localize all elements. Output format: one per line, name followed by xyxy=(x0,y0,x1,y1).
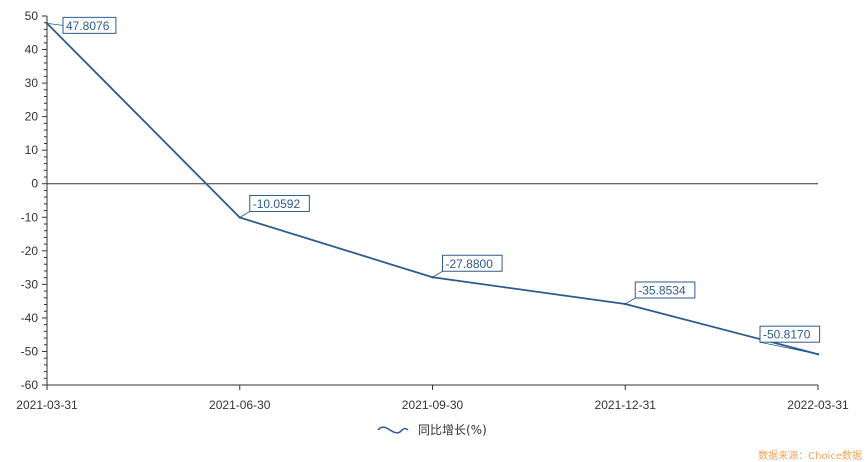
x-tick-label: 2021-09-30 xyxy=(402,398,464,412)
y-tick-label: 20 xyxy=(25,110,39,124)
data-label: -35.8534 xyxy=(638,283,686,297)
data-label-box xyxy=(634,281,696,299)
label-leader-line xyxy=(625,297,636,305)
source-note: 数据来源：Choice数据 xyxy=(758,449,862,462)
data-label-box xyxy=(62,16,117,34)
y-axis: 50 40 30 20 10 0 -10 -20 -30 -40 -50 -60 xyxy=(21,9,818,392)
y-tick-label: -30 xyxy=(21,277,39,291)
y-tick-label: 0 xyxy=(31,177,38,191)
x-tick-label: 2021-06-30 xyxy=(209,398,271,412)
y-tick-label: -40 xyxy=(21,311,39,325)
series-polyline xyxy=(46,22,819,356)
y-tick-label: -10 xyxy=(21,210,39,224)
data-label-box xyxy=(442,254,503,272)
data-label: -10.0592 xyxy=(253,197,301,211)
x-tick-label: 2021-12-31 xyxy=(595,398,657,412)
data-label: -50.8170 xyxy=(763,328,811,342)
label-leader-line xyxy=(432,270,443,278)
data-labels: 47.8076 -10.0592 -27.8800 -35.8534 -50.8170 xyxy=(46,16,821,355)
y-tick-label: 10 xyxy=(25,143,39,157)
data-label-box xyxy=(759,325,821,343)
y-tick-label: -60 xyxy=(21,378,39,392)
data-label: 47.8076 xyxy=(66,19,110,33)
y-tick-label: -50 xyxy=(21,344,39,358)
x-tick-label: 2021-03-31 xyxy=(16,398,78,412)
data-label: -27.8800 xyxy=(446,257,494,271)
label-leader-line xyxy=(759,341,819,355)
legend-line-icon xyxy=(377,426,409,434)
data-label-box xyxy=(249,194,310,212)
series-line xyxy=(45,22,820,356)
y-tick-label: 40 xyxy=(25,43,39,57)
legend-label: 同比增长(%) xyxy=(418,423,487,437)
label-leader-line xyxy=(46,22,64,26)
y-tick-label: -20 xyxy=(21,244,39,258)
x-axis: 2021-03-31 2021-06-30 2021-09-30 2021-12-31… xyxy=(16,384,849,412)
x-tick-label: 2022-03-31 xyxy=(787,398,849,412)
y-tick-label: 30 xyxy=(25,76,39,90)
y-tick-label: 50 xyxy=(25,9,39,23)
label-leader-line xyxy=(239,211,250,218)
legend[interactable]: 同比增长(%) xyxy=(377,423,487,437)
data-point[interactable] xyxy=(45,22,49,25)
